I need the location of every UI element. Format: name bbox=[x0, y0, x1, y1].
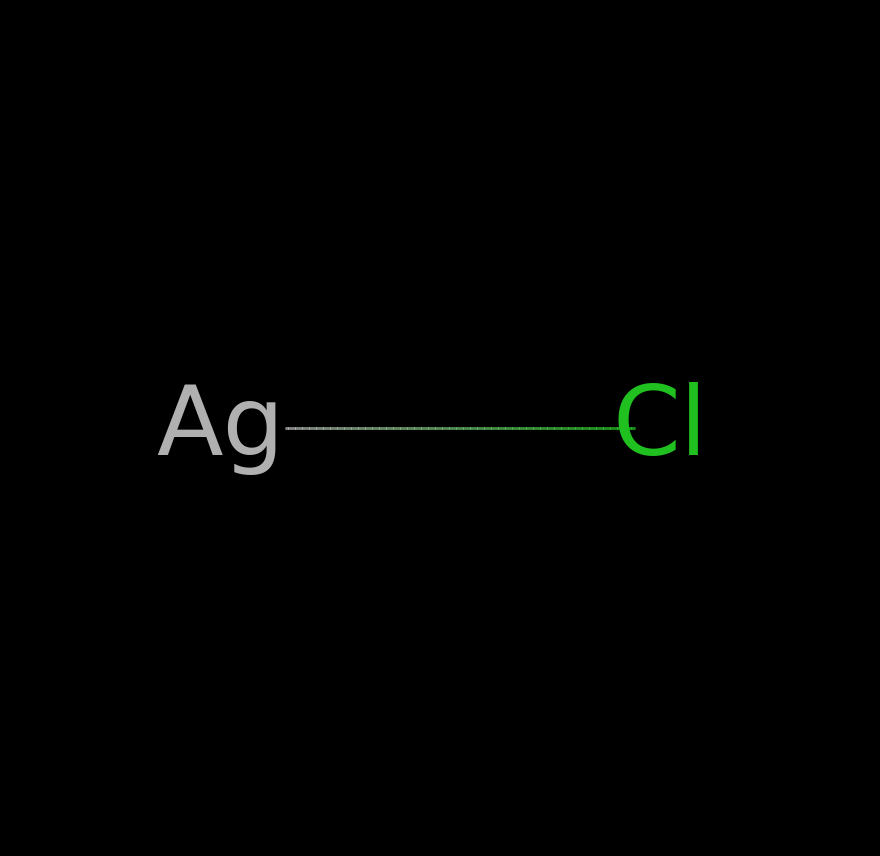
Text: Cl: Cl bbox=[612, 382, 708, 474]
Text: Ag: Ag bbox=[156, 382, 284, 474]
